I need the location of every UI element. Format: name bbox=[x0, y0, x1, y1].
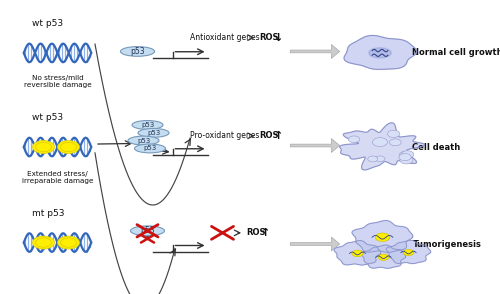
Circle shape bbox=[402, 151, 414, 158]
Polygon shape bbox=[340, 123, 424, 170]
Ellipse shape bbox=[120, 47, 154, 56]
Polygon shape bbox=[334, 240, 381, 265]
Text: p53: p53 bbox=[141, 122, 154, 128]
Text: ↑: ↑ bbox=[261, 228, 270, 238]
Text: Tumorigenesis: Tumorigenesis bbox=[412, 240, 482, 248]
Polygon shape bbox=[361, 245, 406, 268]
Circle shape bbox=[36, 238, 52, 247]
Text: Pro-oxidant genes: Pro-oxidant genes bbox=[190, 131, 260, 140]
Text: Normal cell growth: Normal cell growth bbox=[412, 49, 500, 57]
Circle shape bbox=[375, 233, 390, 242]
Circle shape bbox=[400, 156, 413, 164]
Circle shape bbox=[390, 139, 401, 146]
Ellipse shape bbox=[132, 121, 163, 129]
Circle shape bbox=[36, 142, 52, 152]
Ellipse shape bbox=[138, 128, 169, 137]
Text: p53: p53 bbox=[130, 47, 145, 56]
Circle shape bbox=[60, 142, 76, 152]
Text: ↓: ↓ bbox=[274, 33, 283, 43]
Text: ROS: ROS bbox=[259, 131, 278, 140]
Text: Antioxidant genes: Antioxidant genes bbox=[190, 33, 260, 42]
Text: mt p53: mt p53 bbox=[32, 208, 65, 218]
Circle shape bbox=[58, 141, 80, 153]
Polygon shape bbox=[352, 220, 413, 252]
Text: p53: p53 bbox=[137, 138, 150, 143]
Text: ROS: ROS bbox=[259, 33, 278, 42]
Text: p53: p53 bbox=[140, 226, 155, 235]
Ellipse shape bbox=[128, 136, 159, 145]
Circle shape bbox=[32, 141, 54, 153]
Ellipse shape bbox=[369, 48, 391, 58]
Circle shape bbox=[399, 153, 411, 161]
Circle shape bbox=[348, 136, 360, 143]
Circle shape bbox=[32, 236, 54, 249]
Ellipse shape bbox=[134, 144, 166, 153]
Polygon shape bbox=[344, 36, 416, 69]
Circle shape bbox=[368, 156, 378, 162]
Circle shape bbox=[378, 254, 389, 260]
Circle shape bbox=[400, 151, 411, 158]
Circle shape bbox=[403, 249, 414, 256]
Circle shape bbox=[372, 138, 388, 146]
Text: p53: p53 bbox=[144, 146, 156, 151]
Circle shape bbox=[375, 156, 385, 162]
Text: wt p53: wt p53 bbox=[32, 19, 64, 28]
Text: Extended stress/
irreparable damage: Extended stress/ irreparable damage bbox=[22, 171, 93, 183]
Text: ROS: ROS bbox=[246, 228, 266, 237]
Text: No stress/mild
reversible damage: No stress/mild reversible damage bbox=[24, 75, 92, 88]
Circle shape bbox=[352, 250, 363, 257]
Text: Cell death: Cell death bbox=[412, 143, 461, 151]
Text: p53: p53 bbox=[147, 130, 160, 136]
Text: wt p53: wt p53 bbox=[32, 113, 64, 122]
Text: ↑: ↑ bbox=[274, 131, 283, 141]
Polygon shape bbox=[386, 240, 430, 264]
Circle shape bbox=[58, 236, 80, 249]
Circle shape bbox=[60, 238, 76, 247]
Ellipse shape bbox=[130, 226, 164, 236]
Circle shape bbox=[388, 130, 400, 138]
